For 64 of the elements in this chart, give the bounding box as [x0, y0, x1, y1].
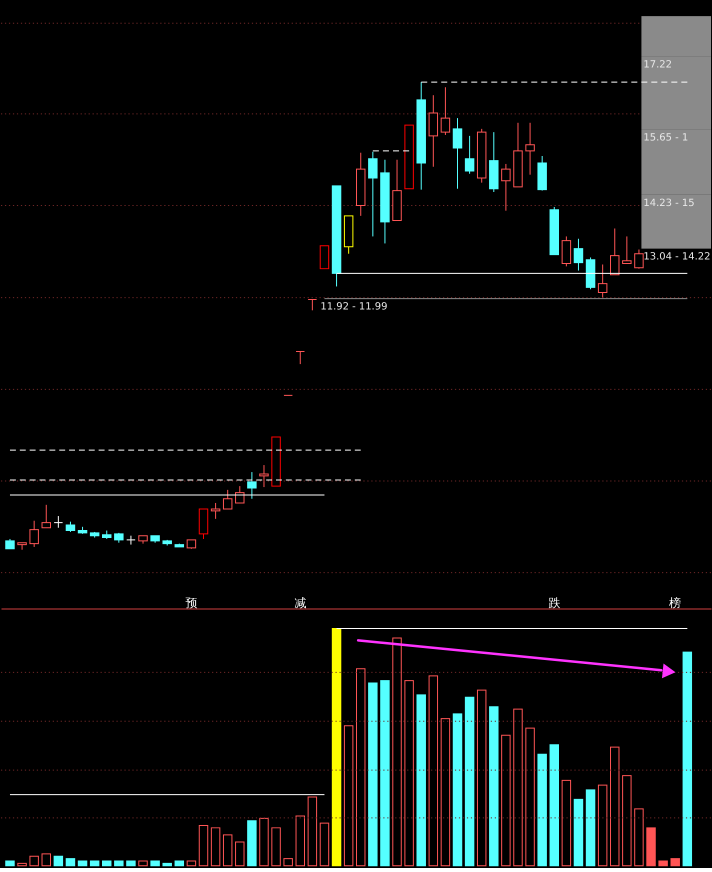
bar [126, 860, 136, 866]
annotation: 11.92 - 11.99 [320, 302, 388, 313]
candlestick [440, 86, 450, 136]
bar [78, 860, 88, 866]
bar [682, 652, 692, 866]
x-tick-label: 榜 [669, 596, 682, 610]
candlestick [247, 472, 257, 500]
band-label: 15.65 - 1 [643, 132, 688, 144]
candlestick [464, 135, 474, 174]
bar [489, 706, 499, 866]
candlestick [308, 299, 318, 311]
bar [150, 860, 160, 866]
candlestick [66, 521, 76, 532]
candlestick [320, 245, 330, 270]
bar [646, 827, 656, 866]
candlestick [54, 516, 64, 528]
bar [416, 694, 426, 866]
bar [66, 858, 76, 866]
band-label: 13.04 - 14.22 [643, 252, 710, 263]
bar [5, 860, 15, 866]
candlestick [126, 535, 136, 546]
bar [102, 860, 112, 866]
candlestick [634, 249, 644, 270]
candlestick [235, 486, 245, 504]
bar [247, 820, 257, 866]
band-label: 17.22 [643, 59, 672, 70]
candlestick [525, 122, 535, 176]
bar [90, 860, 100, 866]
bar [54, 856, 64, 866]
bar [332, 628, 342, 866]
candlestick [598, 264, 608, 298]
bar [574, 798, 584, 866]
bar [452, 713, 462, 866]
candlestick [452, 118, 462, 190]
candlestick [42, 504, 51, 528]
candlestick [622, 236, 632, 264]
bar [162, 862, 172, 866]
bar [174, 860, 184, 866]
candlestick [114, 532, 124, 544]
x-tick-label: 跌 [548, 596, 560, 610]
candlestick [5, 538, 15, 550]
candlestick [501, 163, 511, 212]
candlestick [610, 228, 620, 276]
bar [670, 858, 680, 866]
bar [550, 744, 560, 866]
candlestick [210, 502, 220, 520]
band-label: 14.23 - 15 [643, 198, 695, 209]
bar [586, 789, 596, 866]
bar [537, 754, 547, 866]
bar [368, 682, 378, 866]
bar [380, 680, 390, 866]
bar [464, 696, 474, 866]
bar [658, 860, 668, 866]
candlestick [428, 94, 438, 168]
candlestick [259, 464, 269, 488]
candlestick [296, 350, 305, 365]
x-tick-label: 减 [294, 596, 306, 610]
candlestick [574, 238, 584, 272]
candlestick [29, 520, 39, 548]
candlestick [222, 489, 232, 510]
bar [114, 860, 124, 866]
x-tick-label: 预 [185, 596, 198, 610]
candlestick [562, 236, 572, 267]
candlestick [368, 151, 378, 237]
